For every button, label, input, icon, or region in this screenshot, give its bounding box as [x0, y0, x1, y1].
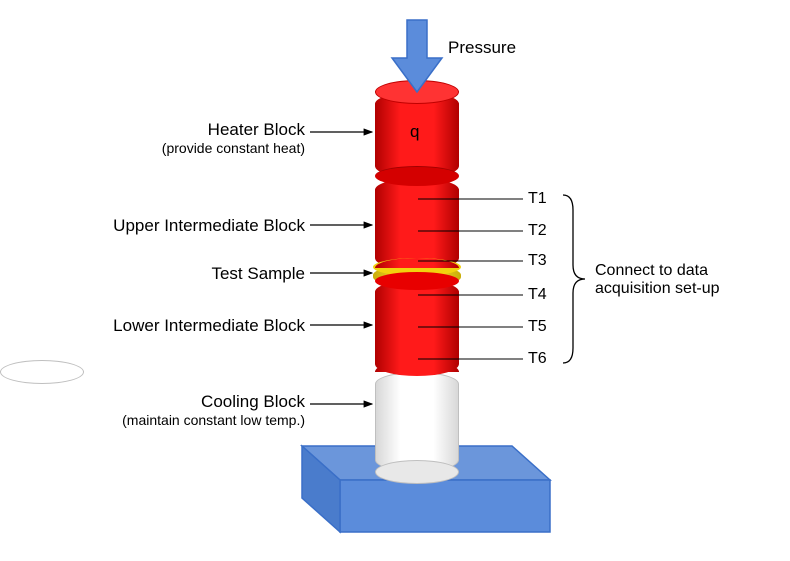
- brace-text: Connect to data acquisition set-up: [595, 262, 735, 298]
